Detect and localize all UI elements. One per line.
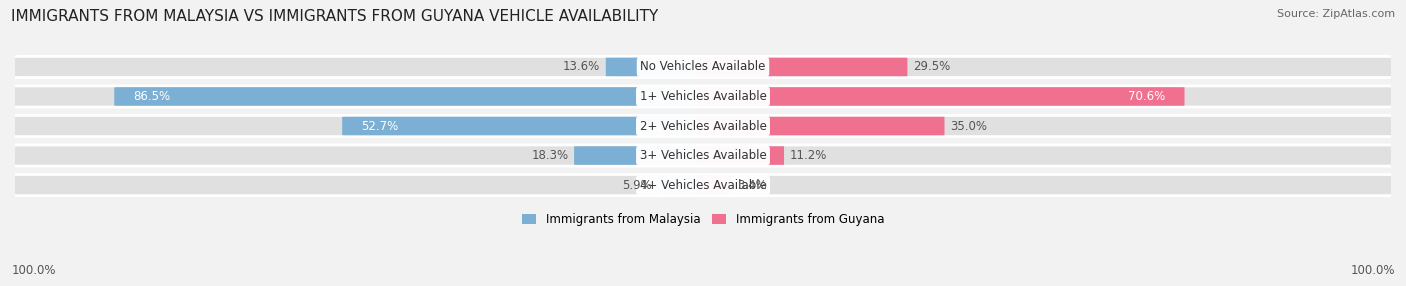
Text: 86.5%: 86.5% bbox=[134, 90, 170, 103]
FancyBboxPatch shape bbox=[697, 176, 731, 194]
Text: 29.5%: 29.5% bbox=[912, 60, 950, 74]
FancyBboxPatch shape bbox=[11, 116, 1395, 137]
Text: 3.4%: 3.4% bbox=[737, 178, 766, 192]
FancyBboxPatch shape bbox=[11, 56, 1395, 78]
Legend: Immigrants from Malaysia, Immigrants from Guyana: Immigrants from Malaysia, Immigrants fro… bbox=[522, 213, 884, 227]
Text: 100.0%: 100.0% bbox=[11, 265, 56, 277]
FancyBboxPatch shape bbox=[342, 117, 709, 135]
Text: 3+ Vehicles Available: 3+ Vehicles Available bbox=[640, 149, 766, 162]
Text: 13.6%: 13.6% bbox=[562, 60, 600, 74]
Text: 4+ Vehicles Available: 4+ Vehicles Available bbox=[640, 178, 766, 192]
FancyBboxPatch shape bbox=[11, 174, 1395, 196]
Text: IMMIGRANTS FROM MALAYSIA VS IMMIGRANTS FROM GUYANA VEHICLE AVAILABILITY: IMMIGRANTS FROM MALAYSIA VS IMMIGRANTS F… bbox=[11, 9, 658, 23]
FancyBboxPatch shape bbox=[606, 58, 709, 76]
FancyBboxPatch shape bbox=[697, 87, 1184, 106]
Text: 18.3%: 18.3% bbox=[531, 149, 568, 162]
Text: 1+ Vehicles Available: 1+ Vehicles Available bbox=[640, 90, 766, 103]
FancyBboxPatch shape bbox=[697, 58, 907, 76]
Text: 52.7%: 52.7% bbox=[361, 120, 399, 132]
Text: 11.2%: 11.2% bbox=[790, 149, 827, 162]
FancyBboxPatch shape bbox=[11, 145, 1395, 166]
Text: 70.6%: 70.6% bbox=[1128, 90, 1166, 103]
Text: 35.0%: 35.0% bbox=[950, 120, 987, 132]
FancyBboxPatch shape bbox=[697, 117, 945, 135]
FancyBboxPatch shape bbox=[574, 146, 709, 165]
Text: 100.0%: 100.0% bbox=[1350, 265, 1395, 277]
FancyBboxPatch shape bbox=[658, 176, 709, 194]
FancyBboxPatch shape bbox=[697, 146, 785, 165]
Text: 2+ Vehicles Available: 2+ Vehicles Available bbox=[640, 120, 766, 132]
Text: Source: ZipAtlas.com: Source: ZipAtlas.com bbox=[1277, 9, 1395, 19]
Text: 5.9%: 5.9% bbox=[623, 178, 652, 192]
Text: No Vehicles Available: No Vehicles Available bbox=[640, 60, 766, 74]
FancyBboxPatch shape bbox=[11, 86, 1395, 107]
FancyBboxPatch shape bbox=[114, 87, 709, 106]
